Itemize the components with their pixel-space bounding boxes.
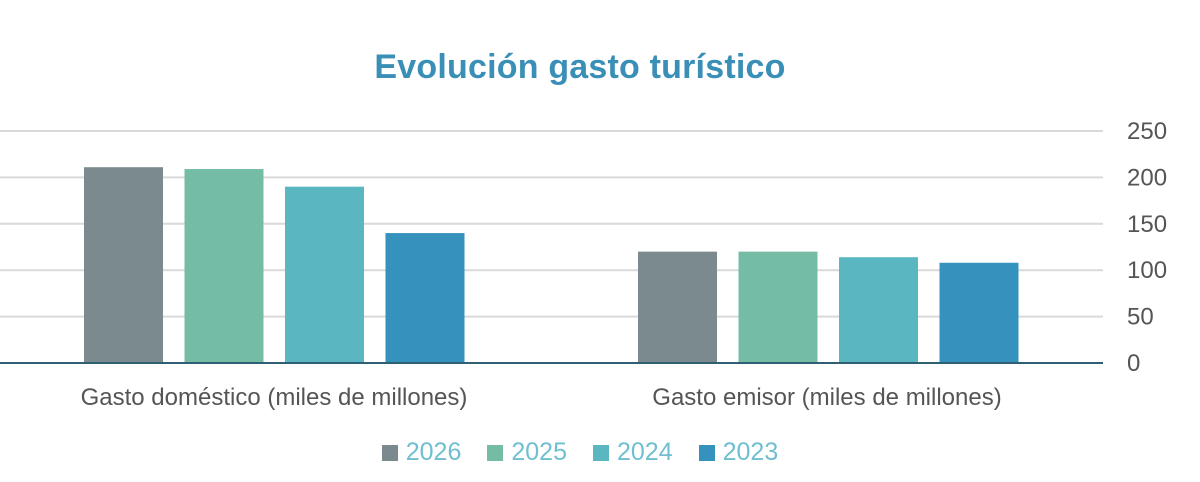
bar-2026-gasto-emisor	[638, 251, 717, 363]
legend-swatch	[698, 444, 715, 461]
y-tick-label: 50	[1127, 304, 1154, 331]
legend-item-2024: 2024	[593, 438, 673, 467]
x-category-label: Gasto emisor (miles de millones)	[652, 384, 1001, 411]
legend-item-2025: 2025	[487, 438, 567, 467]
chart-title: Evolución gasto turístico	[374, 48, 786, 86]
bar-2025-gasto-domestico	[184, 169, 264, 363]
legend-swatch	[381, 444, 398, 461]
legend-swatch	[593, 444, 609, 461]
bar-2024-gasto-emisor	[839, 257, 918, 363]
y-tick-label: 150	[1127, 211, 1167, 238]
bar-2023-gasto-domestico	[385, 233, 465, 363]
legend-label: 2024	[617, 438, 673, 466]
x-axis-category-labels: Gasto doméstico (miles de millones) Gasto…	[81, 384, 1002, 411]
legend: 2026 2025 2024 2023	[0, 438, 1160, 467]
bar-2026-gasto-domestico	[84, 167, 163, 363]
gridlines	[0, 130, 1103, 318]
bar-2024-gasto-domestico	[285, 186, 364, 363]
legend-label: 2026	[405, 438, 462, 466]
y-tick-label: 100	[1127, 257, 1167, 284]
legend-label: 2023	[722, 438, 779, 466]
legend-item-2023: 2023	[698, 438, 779, 467]
x-category-label: Gasto doméstico (miles de millones)	[81, 384, 468, 411]
bar-2023-gasto-emisor	[939, 262, 1019, 363]
legend-item-2026: 2026	[381, 438, 462, 467]
legend-swatch	[487, 444, 504, 461]
y-axis-tick-labels: 0 50 100 150 200 250	[1127, 118, 1167, 377]
bars	[84, 167, 1019, 363]
legend-label: 2025	[511, 438, 567, 466]
y-tick-label: 0	[1127, 350, 1140, 377]
bar-2025-gasto-emisor	[738, 251, 818, 363]
y-tick-label: 250	[1127, 118, 1167, 145]
y-tick-label: 200	[1127, 164, 1167, 191]
